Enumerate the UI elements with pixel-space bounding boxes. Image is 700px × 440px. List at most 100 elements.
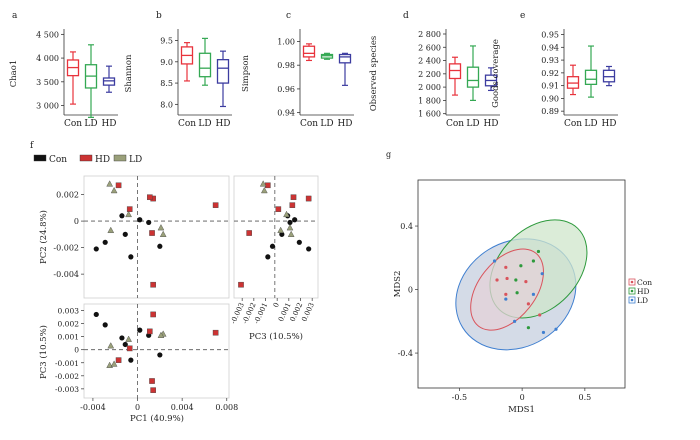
point-hd: [126, 206, 133, 212]
y-tick-label: 0: [74, 217, 79, 226]
y-tick-label: 8.5: [160, 79, 173, 88]
point-ld: [287, 230, 295, 237]
legend-dot: [630, 280, 634, 284]
point-con: [526, 302, 531, 306]
y-tick-label: 0.003: [58, 307, 80, 316]
point-con: [504, 292, 508, 296]
box-ld: [198, 52, 212, 78]
point-hd: [149, 230, 155, 236]
point-ld: [107, 342, 115, 349]
y-axis-title: Shannon: [124, 54, 134, 92]
point-ld: [504, 297, 508, 301]
box-panel-d: d 1 600 1 800 2 000 2 200 2 400 2 600 2 800 Obse…: [369, 11, 500, 129]
point-ld: [286, 224, 294, 231]
point-hd: [275, 206, 282, 212]
panel-letter: c: [286, 11, 291, 21]
y-tick-label: 1 600: [418, 110, 441, 119]
point-ld: [541, 330, 546, 335]
box-hd: [216, 59, 230, 84]
x-tick-label: LD: [198, 119, 211, 129]
y-tick-label: 2 000: [418, 83, 441, 92]
y-axis-title: PC3 (10.5%): [38, 325, 49, 379]
legend-label: Con: [49, 155, 67, 165]
box-con: [448, 63, 462, 80]
y-tick-label: 1 800: [418, 96, 441, 105]
x-tick-label: HD: [337, 119, 352, 129]
box-panel-e: e 0.89 0.90 0.91 0.92 0.93 0.94 0.95 Goods cover…: [491, 11, 618, 129]
y-axis-title: Simpson: [241, 54, 251, 92]
point-ld: [125, 210, 132, 218]
point-ld: [125, 335, 132, 342]
x-tick-label: Con: [446, 119, 464, 129]
x-tick-label: HD: [483, 119, 498, 129]
point-con: [157, 243, 163, 249]
x-axis-title: MDS1: [508, 405, 535, 415]
legend-label: HD: [95, 155, 110, 165]
x-tick-label: -0.5: [452, 393, 467, 402]
x-tick-label: LD: [84, 119, 97, 129]
legend-swatch-con: [33, 154, 47, 162]
point-con: [137, 217, 143, 223]
panel-letter: d: [403, 11, 409, 21]
point-con: [122, 341, 128, 348]
box-hd: [102, 77, 116, 86]
y-axis-title: Observed species: [369, 36, 379, 112]
subplot-frame: [83, 175, 230, 299]
point-hd: [150, 387, 156, 393]
x-tick-label: 0: [272, 301, 281, 308]
panel-letter: e: [520, 11, 525, 21]
point-hd: [519, 264, 523, 268]
x-tick-label: LD: [320, 119, 333, 129]
y-tick-label: 2 400: [418, 57, 441, 66]
point-con: [119, 213, 125, 219]
point-con: [122, 231, 128, 237]
point-ld: [513, 319, 517, 323]
point-ld: [110, 360, 118, 367]
box-panel-a: a 3 000 3 500 4 000 4 500 Chao1 Con LD HD: [9, 11, 118, 129]
point-hd: [126, 345, 133, 352]
y-tick-label: 0.001: [58, 333, 79, 342]
x-tick-label: 0: [520, 393, 525, 402]
point-con: [306, 246, 312, 252]
x-tick-label: 0.5: [578, 393, 591, 402]
point-con: [102, 239, 108, 245]
box-ld: [466, 66, 480, 88]
y-tick-label: -0.004: [53, 270, 79, 279]
y-tick-label: 0.90: [541, 94, 559, 103]
point-hd: [147, 194, 153, 201]
point-hd: [289, 202, 296, 208]
y-tick-label: -0.002: [53, 244, 79, 253]
point-hd: [150, 281, 156, 288]
point-con: [296, 239, 302, 245]
box-panel-b: b 8.0 8.5 9.0 9.5 Shannon Con LD HD: [124, 11, 232, 129]
point-ld: [283, 210, 290, 218]
point-ld: [259, 180, 267, 187]
point-con: [495, 278, 499, 282]
point-hd: [150, 311, 156, 318]
point-con: [287, 219, 293, 226]
y-tick-label: -0.001: [55, 359, 79, 368]
point-ld: [260, 186, 268, 194]
point-ld: [159, 230, 167, 237]
x-tick-label: Con: [300, 119, 318, 129]
point-hd: [305, 195, 312, 202]
x-tick-label: Con: [178, 119, 196, 129]
y-tick-label: 0.95: [541, 31, 559, 40]
point-ld: [492, 259, 497, 263]
point-con: [505, 276, 509, 281]
point-con: [137, 327, 143, 333]
point-hd: [212, 329, 219, 336]
y-tick-label: 2 200: [418, 70, 441, 79]
y-tick-label: 0: [74, 346, 79, 355]
point-con: [93, 246, 99, 252]
x-axis-title: PC1 (40.9%): [130, 413, 184, 424]
point-con: [279, 231, 285, 237]
box-ld: [584, 69, 598, 86]
y-tick-label: 0.91: [541, 82, 559, 91]
legend-label: Con: [637, 278, 652, 287]
x-tick-label: HD: [601, 119, 616, 129]
point-con: [128, 357, 134, 363]
x-tick-label: 0: [135, 403, 140, 412]
